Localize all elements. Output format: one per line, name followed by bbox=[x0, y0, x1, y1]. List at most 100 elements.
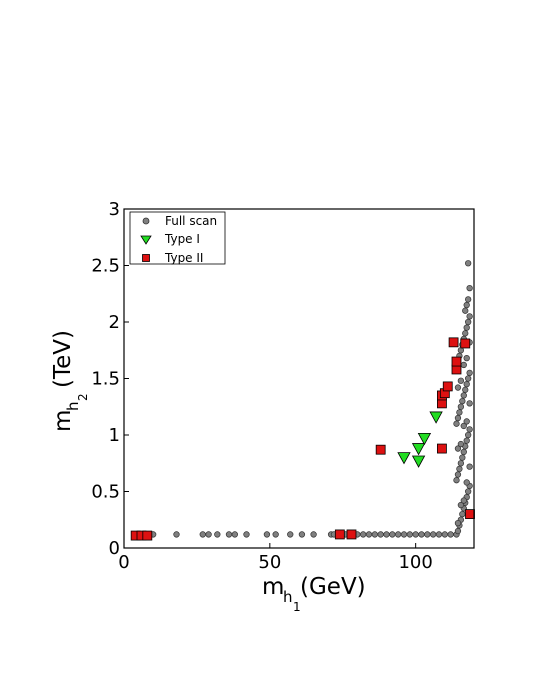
full-scan-point bbox=[465, 318, 472, 326]
full-scan-point bbox=[463, 301, 470, 309]
type-ii-point bbox=[346, 529, 357, 540]
full-scan-point bbox=[454, 519, 462, 527]
type-ii-point bbox=[465, 509, 475, 520]
x-label-main: m bbox=[262, 574, 284, 600]
x-axis-label: m h 1 (GeV) bbox=[262, 574, 366, 614]
full-scan-point bbox=[465, 260, 472, 267]
full-scan-point bbox=[418, 531, 425, 538]
full-scan-point bbox=[459, 397, 466, 405]
full-scan-point bbox=[466, 369, 473, 377]
axis-ticks: 0 50 100 0 0.5 1 1.5 2 2.5 3 bbox=[91, 199, 432, 573]
full-scan-point bbox=[453, 477, 460, 484]
full-scan-point bbox=[460, 422, 467, 430]
full-scan-point bbox=[214, 531, 221, 538]
y-tick-label: 0.5 bbox=[91, 482, 120, 503]
full-scan-point bbox=[454, 445, 462, 452]
full-scan-point bbox=[243, 531, 250, 538]
x-label-subsub: 1 bbox=[293, 600, 301, 614]
full-scan-point bbox=[400, 531, 408, 538]
full-scan-point bbox=[454, 527, 462, 535]
full-scan-point bbox=[463, 418, 470, 425]
full-scan-point bbox=[465, 375, 472, 382]
full-scan-point bbox=[287, 531, 294, 538]
full-scan-point bbox=[272, 531, 279, 538]
full-scan-point bbox=[225, 531, 233, 538]
full-scan-point bbox=[377, 531, 384, 538]
full-scan-point bbox=[457, 501, 465, 509]
y-axis-label: m h 2 (TeV) bbox=[50, 330, 90, 432]
full-scan-point bbox=[466, 426, 473, 433]
type-ii-point bbox=[448, 337, 459, 348]
full-scan-point bbox=[465, 296, 472, 303]
y-label-sub: h bbox=[64, 401, 82, 411]
y-tick-label: 2 bbox=[109, 312, 120, 333]
type-ii-point bbox=[437, 443, 447, 454]
x-tick-label: 0 bbox=[118, 552, 129, 573]
y-label-main: m bbox=[50, 410, 76, 432]
full-scan-point bbox=[460, 497, 467, 504]
full-scan-point bbox=[454, 414, 462, 422]
type-i-point bbox=[397, 452, 411, 465]
type-ii-point bbox=[460, 338, 471, 349]
full-scan-point bbox=[457, 460, 465, 467]
full-scan-point bbox=[466, 463, 473, 470]
full-scan-point bbox=[454, 471, 462, 478]
legend-marker-type-ii bbox=[142, 254, 150, 262]
legend: Full scan Type I Type II bbox=[129, 211, 226, 265]
x-label-unit: (GeV) bbox=[300, 574, 366, 600]
full-scan-point bbox=[424, 531, 431, 538]
full-scan-point bbox=[389, 531, 396, 538]
full-scan-point bbox=[463, 355, 470, 362]
full-scan-point bbox=[459, 510, 466, 518]
full-scan-point bbox=[310, 531, 317, 538]
full-scan-point bbox=[462, 330, 469, 337]
full-scan-point bbox=[462, 307, 469, 314]
full-scan-point bbox=[406, 531, 413, 538]
full-scan-point bbox=[205, 531, 212, 538]
full-scan-point bbox=[466, 400, 473, 407]
y-tick-label: 3 bbox=[109, 199, 120, 220]
full-scan-point bbox=[383, 531, 390, 538]
type-i-point bbox=[417, 432, 432, 446]
full-scan-point bbox=[173, 531, 180, 538]
legend-marker-type-i bbox=[140, 235, 152, 245]
full-scan-point bbox=[459, 454, 466, 461]
full-scan-point bbox=[462, 386, 469, 393]
type-ii-point bbox=[375, 444, 386, 455]
full-scan-point bbox=[231, 531, 238, 538]
full-scan-point bbox=[263, 531, 271, 538]
x-label-sub: h bbox=[283, 588, 293, 606]
full-scan-point bbox=[430, 531, 437, 538]
legend-marker-full-scan bbox=[142, 217, 150, 225]
type-ii-point bbox=[451, 356, 462, 367]
full-scan-point bbox=[463, 479, 470, 486]
y-tick-label: 1.5 bbox=[91, 369, 120, 390]
full-scan-point bbox=[463, 324, 470, 331]
full-scan-point bbox=[360, 531, 367, 538]
full-scan-point bbox=[460, 361, 467, 369]
full-scan-point bbox=[454, 384, 462, 391]
full-scan-point bbox=[298, 531, 306, 538]
full-scan-point bbox=[365, 531, 373, 538]
full-scan-point bbox=[371, 531, 378, 538]
full-scan-point bbox=[460, 448, 467, 456]
type-ii-point bbox=[334, 529, 345, 540]
full-scan-point bbox=[435, 531, 443, 538]
legend-label-type-i: Type I bbox=[164, 232, 200, 246]
full-scan-point bbox=[463, 437, 470, 444]
full-scan-point bbox=[463, 381, 470, 388]
type-i-point bbox=[411, 443, 426, 456]
type-i-point bbox=[429, 411, 443, 424]
full-scan-point bbox=[456, 465, 463, 473]
type-ii-point bbox=[442, 381, 453, 392]
x-tick-label: 50 bbox=[258, 552, 281, 573]
full-scan-point bbox=[465, 488, 472, 495]
plot-marks bbox=[130, 260, 475, 541]
x-tick-label: 100 bbox=[398, 552, 432, 573]
y-tick-label: 1 bbox=[109, 425, 120, 446]
full-scan-point bbox=[457, 377, 465, 384]
full-scan-point bbox=[466, 313, 473, 320]
full-scan-point bbox=[456, 409, 463, 416]
y-label-subsub: 2 bbox=[76, 393, 90, 401]
full-scan-point bbox=[412, 531, 419, 538]
